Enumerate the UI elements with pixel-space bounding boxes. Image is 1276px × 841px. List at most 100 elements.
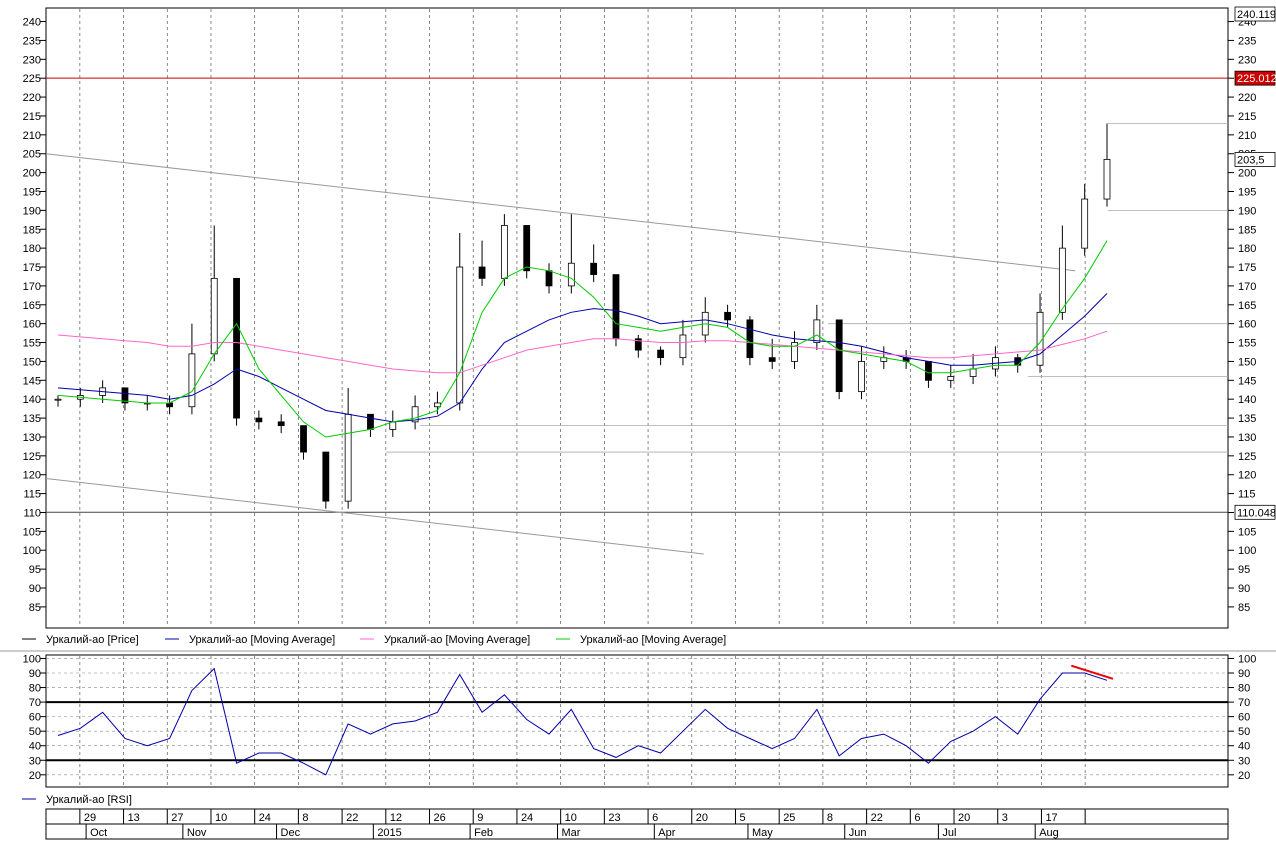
- day-label-22: 17: [1045, 812, 1057, 824]
- price-ytick-label-left-85: 85: [29, 602, 41, 614]
- channel-line-1: [45, 478, 704, 555]
- price-candle-40: [947, 376, 955, 381]
- price-ytick-label-right-195: 195: [1238, 186, 1256, 198]
- price-ytick-label-left-190: 190: [23, 205, 41, 217]
- month-label-5: Mar: [562, 827, 581, 839]
- price-ytick-label-left-130: 130: [23, 432, 41, 444]
- min-price-label: 110.048: [1237, 507, 1276, 519]
- price-candle-39: [925, 361, 932, 381]
- channel-line-0: [45, 153, 1076, 272]
- min-price-label-box: [1234, 504, 1276, 520]
- price-ytick-label-left-115: 115: [23, 489, 41, 501]
- price-candle-47: [1103, 158, 1111, 200]
- month-label-8: Jun: [849, 827, 867, 839]
- price-ytick-label-left-125: 125: [23, 451, 41, 463]
- rsi-ytick-label-left-40: 40: [29, 741, 41, 753]
- legend-price: Уркалий-ао [Price]: [46, 634, 139, 646]
- price-ytick-label-right-85: 85: [1238, 602, 1250, 614]
- day-label-1: 13: [128, 812, 140, 824]
- rsi-line: [57, 667, 1108, 776]
- price-ytick-label-right-200: 200: [1238, 168, 1256, 180]
- rsi-ytick-label-right-20: 20: [1238, 770, 1250, 782]
- price-ytick-label-left-215: 215: [23, 111, 41, 123]
- price-ytick-label-right-160: 160: [1238, 319, 1256, 331]
- month-label-10: Aug: [1039, 827, 1059, 839]
- day-label-21: 3: [1002, 812, 1008, 824]
- price-ytick-label-left-150: 150: [23, 356, 41, 368]
- day-label-11: 10: [565, 812, 577, 824]
- price-candle-20: [500, 225, 508, 279]
- price-candle-30: [724, 311, 731, 321]
- price-ytick-label-right-190: 190: [1238, 205, 1256, 217]
- price-ytick-label-left-200: 200: [23, 168, 41, 180]
- price-ytick-label-left-180: 180: [23, 243, 41, 255]
- price-ytick-label-left-210: 210: [23, 130, 41, 142]
- price-y-axis: 8585909095951001001051051101101151151201…: [23, 17, 1257, 614]
- max-price-label: 240.119: [1237, 9, 1276, 21]
- price-candle-45: [1058, 247, 1066, 313]
- price-candle-35: [835, 319, 843, 393]
- rsi-ytick-label-right-90: 90: [1238, 668, 1250, 680]
- rsi-ytick-label-left-100: 100: [23, 653, 41, 665]
- price-ytick-label-right-220: 220: [1238, 92, 1256, 104]
- rsi-ytick-label-left-90: 90: [29, 668, 41, 680]
- price-ytick-label-left-175: 175: [23, 262, 41, 274]
- day-label-14: 20: [696, 812, 708, 824]
- last-price-label: 203,5: [1237, 154, 1265, 166]
- day-label-9: 9: [477, 812, 483, 824]
- price-candle-27: [657, 349, 665, 359]
- level-price-label-box: [1234, 70, 1276, 86]
- rsi-ytick-label-left-50: 50: [29, 726, 41, 738]
- price-candle-5: [166, 402, 173, 408]
- price-candle-16: [411, 406, 419, 423]
- price-candle-36: [858, 361, 865, 393]
- price-ytick-label-left-135: 135: [23, 413, 41, 425]
- month-label-2: Dec: [281, 827, 301, 839]
- price-ytick-label-right-100: 100: [1238, 545, 1256, 557]
- day-label-2: 27: [171, 812, 183, 824]
- price-series: [54, 123, 1111, 509]
- price-ytick-label-right-130: 130: [1238, 432, 1256, 444]
- price-ytick-label-right-145: 145: [1238, 375, 1256, 387]
- price-candle-46: [1081, 198, 1089, 249]
- day-label-5: 8: [302, 812, 308, 824]
- price-ytick-label-right-215: 215: [1238, 111, 1256, 123]
- price-ytick-label-right-170: 170: [1238, 281, 1256, 293]
- day-label-4: 24: [259, 812, 271, 824]
- price-ytick-label-left-100: 100: [23, 545, 41, 557]
- day-label-6: 22: [346, 812, 358, 824]
- price-candle-25: [612, 274, 620, 340]
- price-ytick-label-left-170: 170: [23, 281, 41, 293]
- price-ytick-label-right-140: 140: [1238, 394, 1256, 406]
- moving-average-line-2: [57, 330, 1108, 374]
- price-ytick-label-left-120: 120: [23, 470, 41, 482]
- price-candle-12: [322, 451, 330, 502]
- price-ytick-label-right-115: 115: [1238, 489, 1256, 501]
- date-axis: 29 13 27 10 24 8 22 12 26 9 24 10 23 6 20 5 25 8 22 6 20 3 17 O…: [79, 809, 1086, 839]
- price-candle-8: [233, 277, 240, 419]
- price-panel-frame: [45, 7, 1229, 629]
- price-candle-33: [791, 342, 798, 362]
- price-ytick-label-left-145: 145: [23, 375, 41, 387]
- price-ytick-label-right-175: 175: [1238, 262, 1256, 274]
- price-candle-24: [590, 262, 598, 275]
- price-ytick-label-left-235: 235: [23, 35, 41, 47]
- price-candle-0: [54, 398, 62, 401]
- month-label-4: Feb: [474, 827, 493, 839]
- price-candle-34: [813, 319, 821, 343]
- price-candle-32: [768, 357, 776, 362]
- day-label-10: 24: [521, 812, 533, 824]
- price-candle-14: [367, 413, 374, 430]
- price-candle-28: [679, 334, 687, 359]
- price-ytick-label-left-90: 90: [29, 583, 41, 595]
- price-candle-9: [255, 417, 263, 423]
- price-ytick-label-right-230: 230: [1238, 54, 1256, 66]
- price-ytick-label-left-160: 160: [23, 319, 41, 331]
- rsi-ytick-label-right-60: 60: [1238, 712, 1250, 724]
- rsi-ytick-label-right-50: 50: [1238, 726, 1250, 738]
- price-candle-18: [456, 266, 464, 404]
- day-label-16: 25: [783, 812, 795, 824]
- price-grid: [79, 9, 1086, 627]
- rsi-ytick-label-left-30: 30: [29, 755, 41, 767]
- price-ytick-label-right-155: 155: [1238, 338, 1256, 350]
